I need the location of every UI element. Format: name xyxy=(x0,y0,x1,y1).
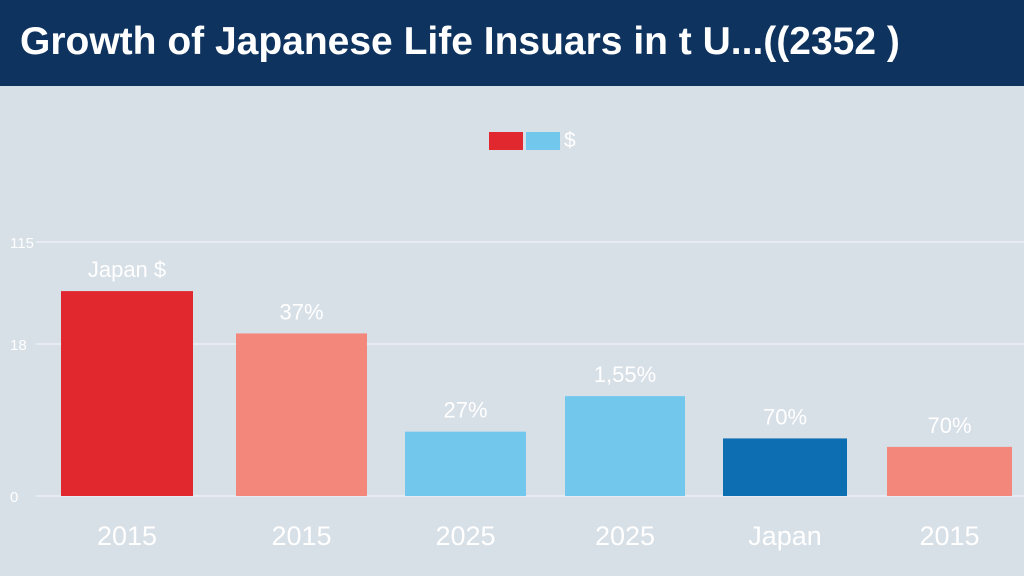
header-bar: Growth of Japanese Life Insuars in t U..… xyxy=(0,0,1024,86)
bar xyxy=(61,291,193,496)
x-tick-label: 2015 xyxy=(919,521,979,551)
bar xyxy=(565,396,685,496)
data-label: 1,55% xyxy=(594,362,656,387)
bar xyxy=(405,431,526,496)
x-tick-label: Japan xyxy=(748,521,822,551)
x-tick-label: 2025 xyxy=(435,521,495,551)
y-tick-label: 115 xyxy=(10,235,34,252)
data-label: Japan $ xyxy=(88,257,166,282)
x-tick-label: 2015 xyxy=(271,521,331,551)
data-label: 70% xyxy=(927,413,971,438)
x-tick-label: 2025 xyxy=(595,521,655,551)
chart-title: Growth of Japanese Life Insuars in t U..… xyxy=(20,20,900,63)
legend-swatch-blue xyxy=(526,132,560,150)
bar xyxy=(236,333,367,496)
y-tick-label: 18 xyxy=(10,337,27,354)
bar xyxy=(723,438,847,496)
data-label: 37% xyxy=(279,299,323,324)
bar xyxy=(887,446,1012,496)
legend-swatch-red xyxy=(489,132,523,150)
x-tick-label: 2015 xyxy=(97,521,157,551)
data-label: 70% xyxy=(763,404,807,429)
data-label: 27% xyxy=(443,398,487,423)
y-tick-label: 0 xyxy=(10,489,18,506)
legend-label: $ xyxy=(564,129,576,152)
